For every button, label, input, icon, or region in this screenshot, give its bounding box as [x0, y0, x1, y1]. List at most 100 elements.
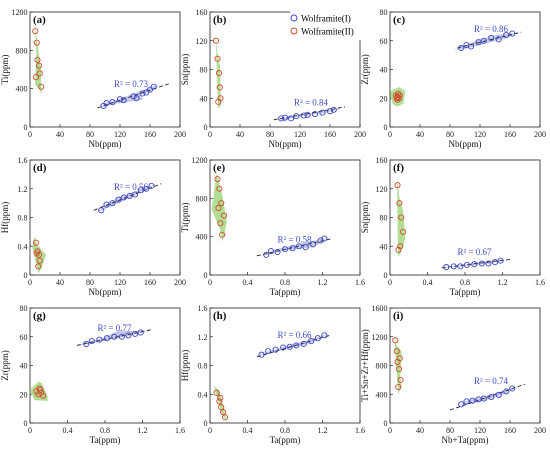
x-axis-label-f: Ta(ppm): [450, 287, 481, 297]
point-wolframite-ii: [32, 74, 40, 81]
point-wolframite-i: [265, 348, 272, 355]
r2-label-g: R² = 0.77: [98, 323, 133, 333]
point-wolframite-ii: [36, 70, 43, 77]
x-tick-label-g: 1.6: [175, 426, 185, 435]
point-wolframite-i: [503, 31, 510, 39]
x-tick-label-c: 200: [534, 130, 546, 139]
point-wolframite-i: [280, 344, 287, 351]
point-wolframite-i: [480, 37, 487, 44]
point-wolframite-i: [267, 247, 274, 255]
panel-label-f: (f): [393, 162, 404, 174]
x-tick-label-e: 0.4: [243, 278, 253, 287]
r2-label-a: R² = 0.73: [114, 79, 149, 89]
point-wolframite-i: [133, 95, 140, 102]
point-wolframite-i: [467, 43, 475, 50]
x-tick-label-e: 1.6: [355, 278, 365, 287]
x-tick-label-i: 160: [504, 426, 516, 435]
point-wolframite-ii: [215, 70, 223, 77]
y-axis-label-e: Ti(ppm): [180, 203, 190, 233]
point-wolframite-ii: [221, 414, 229, 421]
point-wolframite-i: [296, 243, 303, 250]
point-wolframite-i: [503, 388, 510, 395]
field-wolframite-ii-f: [397, 178, 406, 257]
point-wolframite-i: [321, 332, 328, 339]
x-tick-label-a: 80: [86, 130, 94, 139]
point-wolframite-ii: [216, 84, 223, 91]
x-tick-label-d: 160: [144, 278, 156, 287]
y-tick-label-b: 80: [200, 66, 208, 75]
point-wolframite-i: [311, 111, 319, 118]
panel-c: 0 40 80 120 160 200 0 20 40 60 80 R² = 0.86 (c) Nb(pp…: [360, 8, 546, 149]
point-wolframite-ii: [396, 355, 403, 362]
y-axis-label-h: Hf(ppm): [180, 350, 190, 382]
point-wolframite-i: [491, 259, 499, 266]
point-wolframite-i: [139, 90, 146, 97]
point-wolframite-ii: [36, 257, 43, 264]
field-wolframite-i-i: [454, 386, 519, 407]
y-tick-label-e: 800: [196, 194, 208, 203]
point-wolframite-ii: [393, 348, 400, 355]
point-wolframite-i: [146, 86, 154, 93]
y-tick-label-c: 20: [380, 94, 388, 103]
point-wolframite-i: [287, 115, 295, 122]
y-axis-label-f: Sn(ppm): [360, 202, 370, 234]
y-tick-label-c: 0: [384, 123, 388, 132]
point-wolframite-ii: [400, 228, 407, 235]
point-wolframite-ii: [392, 337, 399, 344]
plot-frame-g: [29, 307, 181, 424]
panel-e: 0 0.4 0.8 1.2 1.6 0 400 800 1200 R² = 0.58 (e) Ta(p…: [180, 156, 365, 297]
y-tick-label-b: 160: [196, 8, 208, 17]
y-axis-label-d: Hf(ppm): [0, 202, 10, 234]
point-wolframite-i: [111, 333, 118, 340]
x-axis-label-g: Ta(ppm): [90, 435, 121, 445]
point-wolframite-ii: [32, 28, 39, 35]
panel-label-e: (e): [213, 162, 226, 174]
x-tick-label-b: 40: [236, 130, 244, 139]
x-axis-label-e: Ta(ppm): [270, 287, 301, 297]
x-tick-label-e: 1.2: [318, 278, 328, 287]
point-wolframite-i: [263, 251, 270, 258]
x-tick-label-a: 200: [174, 130, 186, 139]
y-tick-label-g: 20: [20, 390, 28, 399]
point-wolframite-i: [131, 330, 139, 337]
x-tick-label-g: 0.4: [63, 426, 73, 435]
x-axis-label-d: Nb(ppm): [89, 287, 122, 297]
panel-label-i: (i): [393, 310, 404, 322]
x-tick-label-d: 200: [174, 278, 186, 287]
y-tick-label-a: 0: [24, 123, 28, 132]
y-tick-label-h: 1.2: [198, 333, 208, 342]
point-wolframite-ii: [395, 95, 403, 102]
y-axis-label-i: Ti+Sn+Zr+Hf(ppm): [360, 329, 370, 401]
legend-marker-wolframite-ii: [290, 27, 298, 35]
r2-label-b: R² = 0.84: [294, 97, 329, 107]
point-wolframite-i: [281, 246, 289, 253]
y-tick-label-g: 60: [20, 333, 28, 342]
x-tick-label-d: 0: [28, 278, 32, 287]
plot-frame-i: [389, 307, 541, 424]
y-tick-label-d: 0.8: [18, 214, 28, 223]
panel-h: 0 0.4 0.8 1.2 1.6 0 0.4 0.8 1.2 1.6 R² = 0.66 (h) Ta…: [180, 304, 365, 445]
r2-label-d: R² = 0.56: [114, 182, 149, 192]
x-tick-label-h: 0: [208, 426, 212, 435]
x-tick-label-e: 0: [208, 278, 212, 287]
point-wolframite-i: [469, 397, 476, 404]
field-wolframite-i-g: [79, 330, 148, 346]
x-tick-label-f: 1.2: [498, 278, 508, 287]
point-wolframite-i: [463, 398, 470, 405]
point-wolframite-i: [96, 336, 103, 343]
point-wolframite-i: [463, 261, 470, 268]
point-wolframite-i: [310, 241, 317, 248]
point-wolframite-i: [289, 245, 296, 252]
x-tick-label-b: 120: [294, 130, 306, 139]
point-wolframite-i: [130, 93, 137, 100]
y-tick-label-b: 0: [204, 123, 208, 132]
x-tick-label-b: 200: [354, 130, 366, 139]
point-wolframite-i: [488, 34, 495, 41]
y-tick-label-f: 40: [380, 242, 388, 251]
point-wolframite-i: [120, 97, 127, 104]
y-tick-label-b: 40: [200, 94, 208, 103]
point-wolframite-i: [278, 115, 285, 122]
x-tick-label-i: 200: [534, 426, 546, 435]
point-wolframite-ii: [216, 398, 223, 405]
